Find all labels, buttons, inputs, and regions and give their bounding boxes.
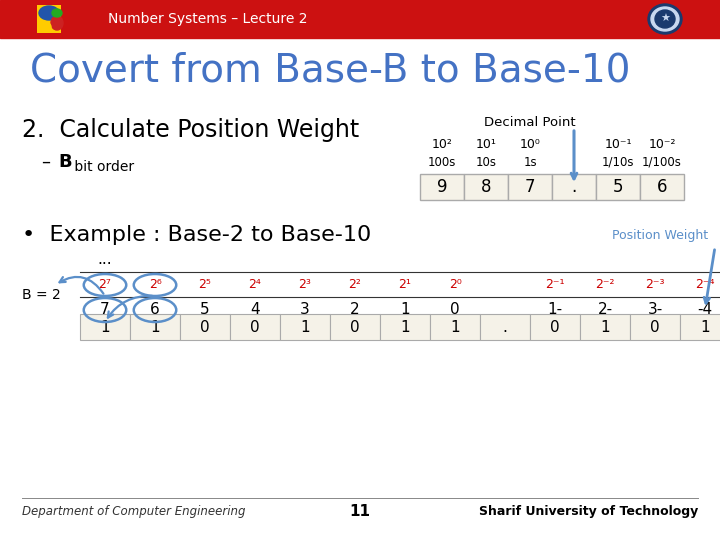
Text: 2⁻²: 2⁻² xyxy=(595,279,615,292)
Bar xyxy=(530,314,580,340)
Text: 3-: 3- xyxy=(647,302,662,318)
Text: 1: 1 xyxy=(150,320,160,334)
Text: 2-: 2- xyxy=(598,302,613,318)
Text: -4: -4 xyxy=(698,302,713,318)
Ellipse shape xyxy=(651,7,679,31)
Text: bit order: bit order xyxy=(70,160,134,174)
Text: 1: 1 xyxy=(100,320,110,334)
Text: 6: 6 xyxy=(150,302,160,318)
Text: .: . xyxy=(572,178,577,196)
Text: 1: 1 xyxy=(300,320,310,334)
Bar xyxy=(180,314,230,340)
Text: 4: 4 xyxy=(250,302,260,318)
Bar xyxy=(80,314,130,340)
Ellipse shape xyxy=(52,9,62,17)
Text: 0: 0 xyxy=(650,320,660,334)
Text: 5: 5 xyxy=(200,302,210,318)
Text: 8: 8 xyxy=(481,178,491,196)
Text: 2: 2 xyxy=(350,302,360,318)
Text: 1: 1 xyxy=(400,302,410,318)
Bar xyxy=(330,314,380,340)
Text: .: . xyxy=(503,320,508,334)
Text: 9: 9 xyxy=(437,178,447,196)
Bar xyxy=(680,314,720,340)
Text: B = 2: B = 2 xyxy=(22,288,60,302)
Text: •  Example : Base-2 to Base-10: • Example : Base-2 to Base-10 xyxy=(22,225,372,245)
Bar xyxy=(420,174,464,200)
Text: 2¹: 2¹ xyxy=(399,279,411,292)
Text: 11: 11 xyxy=(349,504,371,519)
Text: 1: 1 xyxy=(700,320,710,334)
Text: ★: ★ xyxy=(660,14,670,24)
Text: 1: 1 xyxy=(600,320,610,334)
Ellipse shape xyxy=(655,10,675,28)
Text: 2⁷: 2⁷ xyxy=(99,279,112,292)
Text: Position Weight: Position Weight xyxy=(612,228,708,241)
Text: 10s: 10s xyxy=(475,156,497,168)
Text: 2⁻⁴: 2⁻⁴ xyxy=(696,279,715,292)
Text: 2.  Calculate Position Weight: 2. Calculate Position Weight xyxy=(22,118,359,142)
Bar xyxy=(230,314,280,340)
Text: 0: 0 xyxy=(250,320,260,334)
Text: 1: 1 xyxy=(400,320,410,334)
Text: 100s: 100s xyxy=(428,156,456,168)
Text: 2⁶: 2⁶ xyxy=(148,279,161,292)
Bar xyxy=(0,0,720,38)
Bar xyxy=(640,174,684,200)
Text: 2²: 2² xyxy=(348,279,361,292)
Text: 10⁻¹: 10⁻¹ xyxy=(604,138,631,151)
Bar xyxy=(508,174,552,200)
Text: 5: 5 xyxy=(613,178,624,196)
Bar xyxy=(430,314,480,340)
Bar xyxy=(630,314,680,340)
Text: Decimal Point: Decimal Point xyxy=(484,116,576,129)
Text: B: B xyxy=(58,153,71,171)
Text: 1: 1 xyxy=(450,320,460,334)
Text: 2⁴: 2⁴ xyxy=(248,279,261,292)
Text: 1/10s: 1/10s xyxy=(602,156,634,168)
Text: 3: 3 xyxy=(300,302,310,318)
Text: 2⁻³: 2⁻³ xyxy=(645,279,665,292)
Text: 2³: 2³ xyxy=(299,279,312,292)
Polygon shape xyxy=(37,5,61,33)
Bar xyxy=(464,174,508,200)
Text: Sharif University of Technology: Sharif University of Technology xyxy=(479,505,698,518)
Text: 2⁵: 2⁵ xyxy=(199,279,212,292)
Text: 10⁰: 10⁰ xyxy=(520,138,541,151)
Text: 1/100s: 1/100s xyxy=(642,156,682,168)
Bar xyxy=(480,314,530,340)
Ellipse shape xyxy=(39,22,51,32)
Bar xyxy=(280,314,330,340)
Text: 7: 7 xyxy=(525,178,535,196)
Text: 0: 0 xyxy=(200,320,210,334)
Polygon shape xyxy=(37,5,61,33)
Text: 10²: 10² xyxy=(431,138,452,151)
Text: 0: 0 xyxy=(550,320,560,334)
Text: Department of Computer Engineering: Department of Computer Engineering xyxy=(22,505,246,518)
Bar xyxy=(580,314,630,340)
Bar xyxy=(552,174,596,200)
Text: 0: 0 xyxy=(450,302,460,318)
Text: 2⁰: 2⁰ xyxy=(449,279,462,292)
Ellipse shape xyxy=(648,4,682,34)
Text: ...: ... xyxy=(98,253,112,267)
Bar xyxy=(380,314,430,340)
Text: 2⁻¹: 2⁻¹ xyxy=(545,279,564,292)
Text: –: – xyxy=(42,153,57,171)
Text: Covert from Base-B to Base-10: Covert from Base-B to Base-10 xyxy=(30,51,631,89)
Text: 1s: 1s xyxy=(523,156,537,168)
Ellipse shape xyxy=(51,16,63,30)
Text: 1-: 1- xyxy=(547,302,562,318)
Text: 6: 6 xyxy=(657,178,667,196)
Ellipse shape xyxy=(39,6,59,20)
Text: 0: 0 xyxy=(350,320,360,334)
Bar xyxy=(130,314,180,340)
Text: 10⁻²: 10⁻² xyxy=(648,138,676,151)
Text: 7: 7 xyxy=(100,302,110,318)
Text: 10¹: 10¹ xyxy=(476,138,496,151)
Bar xyxy=(596,174,640,200)
Text: Number Systems – Lecture 2: Number Systems – Lecture 2 xyxy=(108,12,307,26)
